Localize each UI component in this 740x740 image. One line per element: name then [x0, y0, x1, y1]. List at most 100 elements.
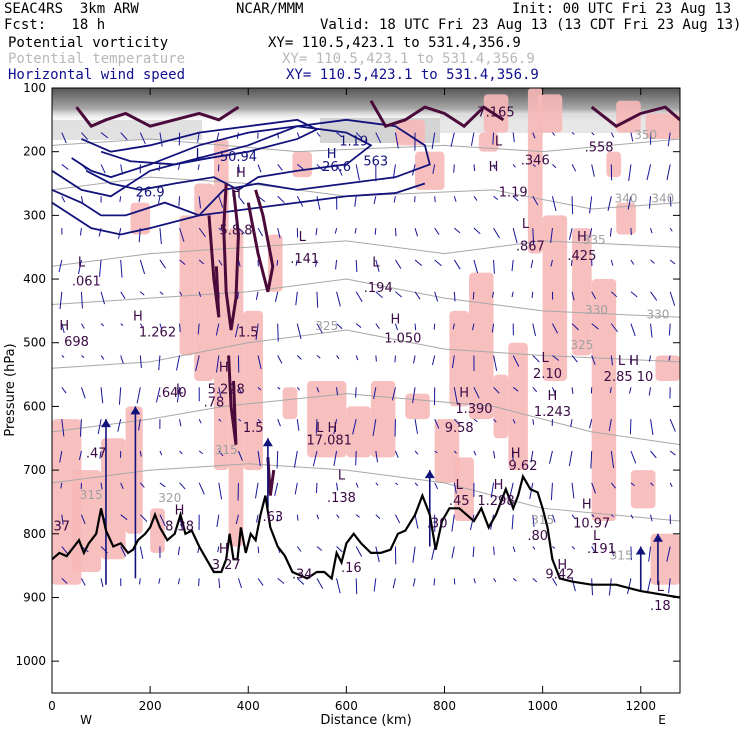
pv-shaded-region: [572, 228, 592, 356]
wind-vector: [532, 514, 535, 527]
wind-vector: [509, 482, 514, 499]
wind-vector: [610, 450, 615, 469]
theta-contour-label: 330: [646, 308, 669, 322]
wind-vector: [277, 355, 283, 364]
wind-vector: [100, 482, 103, 490]
pv-extremum-label: .16: [341, 561, 362, 576]
pv-extremum-label: .867: [516, 239, 545, 254]
pv-shaded-region: [537, 94, 563, 133]
wind-vector: [373, 578, 377, 592]
x-tick-label: 600: [335, 699, 358, 713]
wind-vector: [551, 196, 557, 212]
wind-vector: [589, 196, 593, 214]
wind-vector: [551, 514, 556, 523]
wind-vector: [215, 323, 220, 336]
wind-vector: [511, 291, 514, 298]
wind-vector: [61, 355, 65, 358]
y-tick-label: 600: [23, 399, 46, 413]
wind-vector: [100, 132, 109, 139]
wind-vector: [470, 132, 475, 146]
wind-vector: [610, 482, 616, 489]
pv-extremum-label: 2.85 10: [604, 370, 654, 385]
wind-vector: [178, 196, 181, 207]
wind-vector: [650, 514, 653, 522]
wind-vector: [666, 546, 671, 562]
wind-vector: [669, 259, 676, 265]
wind-vector: [394, 450, 399, 458]
pv-extremum-label: 3.27: [212, 558, 241, 573]
wind-vector: [198, 450, 204, 455]
wind-vector: [216, 514, 220, 528]
wind-speed-label: H: [327, 147, 337, 162]
wind-vector: [433, 578, 436, 586]
wind-vector: [336, 482, 339, 491]
theta-contour-label: 330: [585, 303, 608, 317]
wind-vector: [315, 419, 318, 434]
wind-vector: [336, 387, 339, 396]
header-valid-time: Valid: 18 UTC Fri 23 Aug 13 (13 CDT Fri …: [320, 17, 740, 33]
wind-vector: [434, 227, 440, 235]
wind-vector: [666, 164, 671, 181]
legend-pv-label: Potential vorticity: [8, 35, 169, 51]
pv-extremum-label: L: [456, 478, 464, 493]
pv-extremum-label: 5.228: [208, 383, 245, 398]
wind-vector: [532, 546, 536, 550]
wind-vector: [139, 450, 142, 457]
wind-vector: [355, 132, 362, 139]
wind-vector: [629, 419, 632, 435]
wind-vector: [296, 419, 300, 431]
theta-contour-label: 340: [615, 192, 638, 206]
wind-vector: [650, 482, 654, 487]
wind-vector: [453, 450, 457, 454]
wind-vector: [630, 132, 634, 142]
y-tick-label: 400: [23, 272, 46, 286]
wind-vector: [551, 323, 559, 334]
wind-vector: [375, 132, 382, 144]
x-tick-label: 1000: [527, 699, 558, 713]
wind-vector: [550, 228, 553, 244]
wind-vector: [530, 450, 534, 463]
pv-extremum-label: H: [219, 542, 229, 557]
wind-vector: [512, 418, 516, 424]
wind-vector: [80, 387, 86, 399]
wind-vector: [571, 355, 578, 363]
wind-vector: [316, 196, 321, 211]
wind-vector: [532, 386, 538, 393]
wind-vector: [120, 291, 126, 299]
wind-vector: [198, 578, 200, 587]
header-init-time: Init: 00 UTC Fri 23 Aug 13: [512, 1, 732, 17]
wind-vector: [591, 355, 596, 365]
wind-vector: [610, 132, 615, 138]
wind-vector: [81, 132, 89, 140]
wind-vector: [277, 418, 281, 427]
wind-speed-label: L: [196, 147, 204, 162]
wind-vector: [139, 482, 145, 488]
pv-contour: [75, 105, 240, 129]
wind-vector: [277, 386, 281, 390]
wind-vector: [374, 228, 377, 235]
wind-vector: [434, 259, 442, 267]
wind-vector: [531, 291, 534, 299]
pv-shaded-region: [508, 342, 528, 471]
wind-vector: [334, 227, 338, 234]
wind-vector: [610, 514, 614, 518]
wind-vector: [354, 196, 357, 207]
wind-vector: [571, 482, 575, 499]
wind-vector: [355, 323, 362, 328]
pv-extremum-label: 2.10: [533, 367, 562, 382]
wind-vector: [608, 578, 612, 596]
wind-vector: [550, 482, 553, 501]
wind-vector: [394, 323, 398, 331]
wind-vector: [257, 386, 262, 391]
wind-vector: [216, 355, 220, 373]
pv-shaded-region: [71, 470, 102, 572]
pv-shaded-region: [542, 215, 568, 381]
wind-vector: [548, 450, 553, 464]
pv-extremum-label: .45: [449, 494, 470, 509]
wind-vector: [296, 577, 305, 585]
wind-vector: [453, 196, 457, 202]
theta-contour-line: [52, 329, 680, 369]
wind-vector: [646, 578, 652, 594]
pv-extremum-label: 9.62: [509, 459, 538, 474]
wind-vector: [61, 419, 65, 437]
